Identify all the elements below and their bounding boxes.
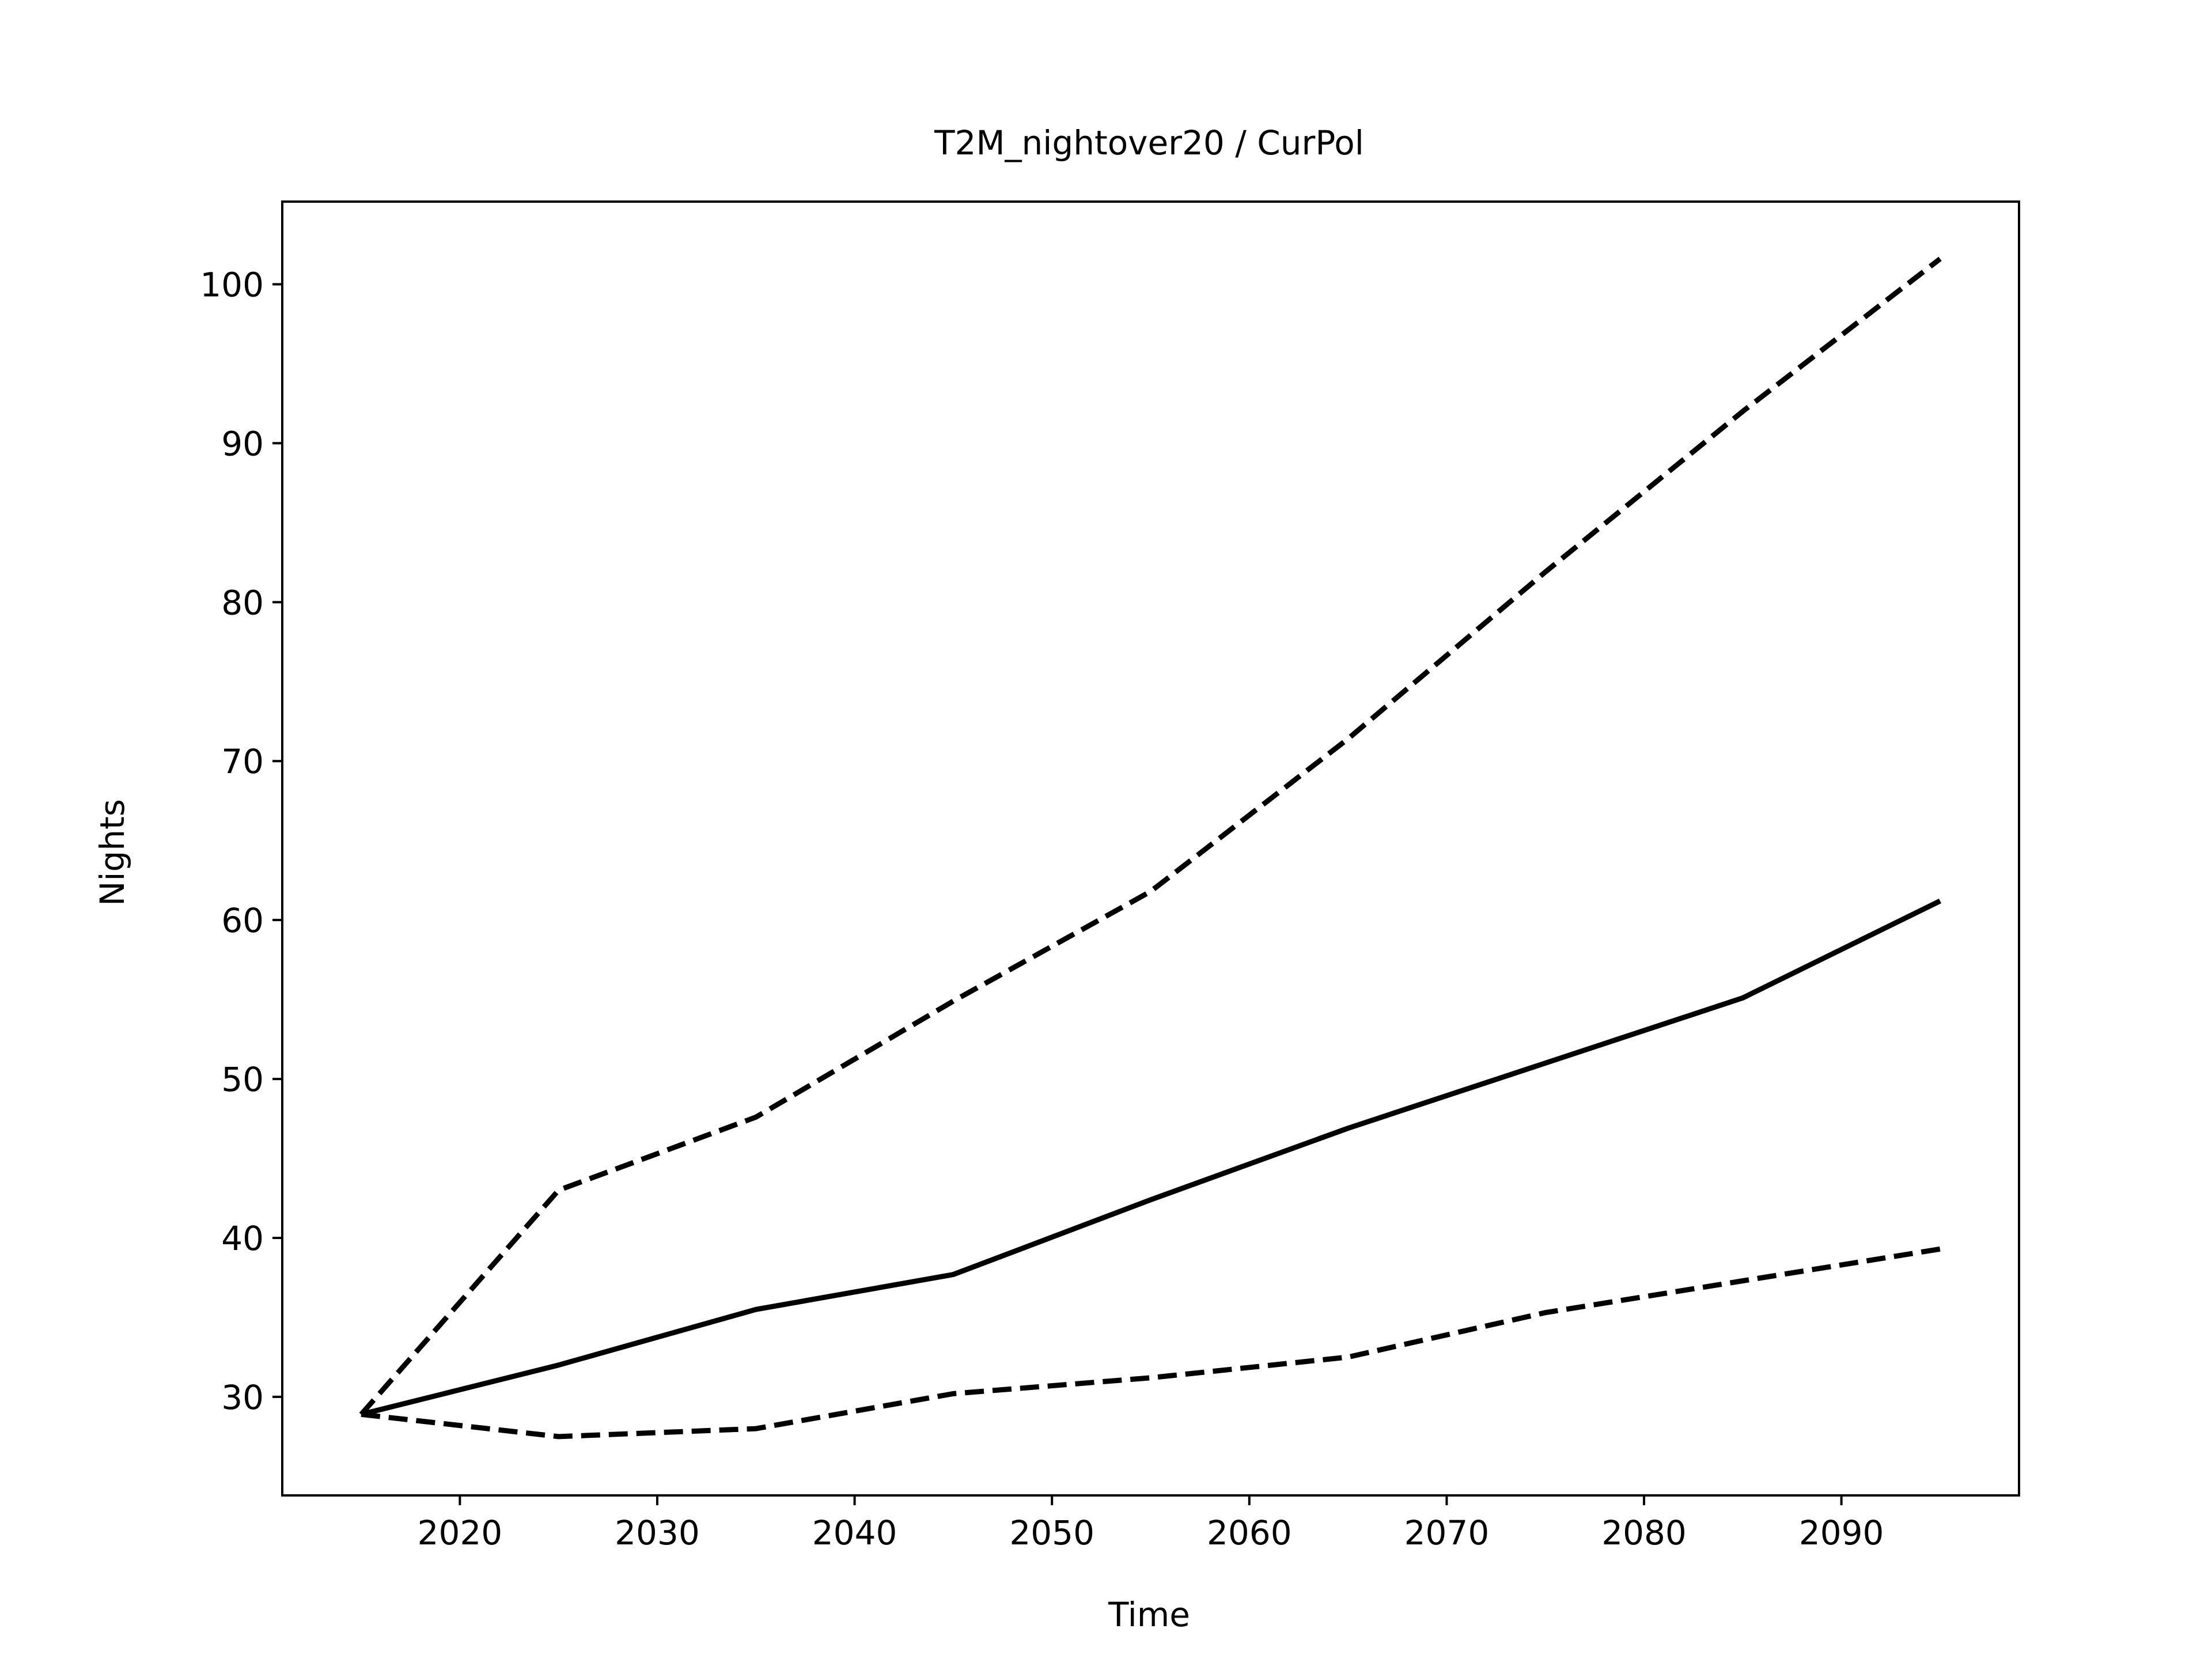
x-tick-label: 2030 (615, 1513, 700, 1552)
series-line-3 (361, 1246, 1941, 1440)
x-axis-label: Time (1108, 1595, 1190, 1634)
y-tick-label: 30 (221, 1378, 264, 1417)
x-tick-label: 2040 (812, 1513, 897, 1552)
x-axis: 2020 2030 2040 2050 2060 2070 2080 2090 (418, 1495, 1884, 1552)
x-tick-label: 2060 (1207, 1513, 1292, 1552)
x-tick-label: 2080 (1601, 1513, 1687, 1552)
chart-title: T2M_nightover20 / CurPol (934, 123, 1364, 162)
y-tick-label: 40 (221, 1219, 264, 1258)
y-axis-label: Nights (93, 799, 132, 906)
x-tick-label: 2020 (418, 1513, 503, 1552)
series-group (359, 256, 1942, 1440)
y-tick-label: 70 (221, 742, 264, 781)
x-tick-label: 2090 (1799, 1513, 1884, 1552)
plot-frame (281, 200, 2020, 1497)
series-line-1 (360, 899, 1941, 1417)
x-tick-label: 2050 (1009, 1513, 1094, 1552)
y-tick-label: 60 (221, 901, 264, 940)
series-line-2 (359, 256, 1942, 1416)
y-tick-label: 90 (221, 424, 264, 463)
y-axis: 30 40 50 60 70 80 90 100 (200, 265, 282, 1417)
y-tick-label: 100 (200, 265, 264, 304)
y-tick-label: 50 (221, 1060, 264, 1099)
y-tick-label: 80 (221, 583, 264, 622)
x-tick-label: 2070 (1404, 1513, 1490, 1552)
plot-area (281, 200, 2020, 1497)
